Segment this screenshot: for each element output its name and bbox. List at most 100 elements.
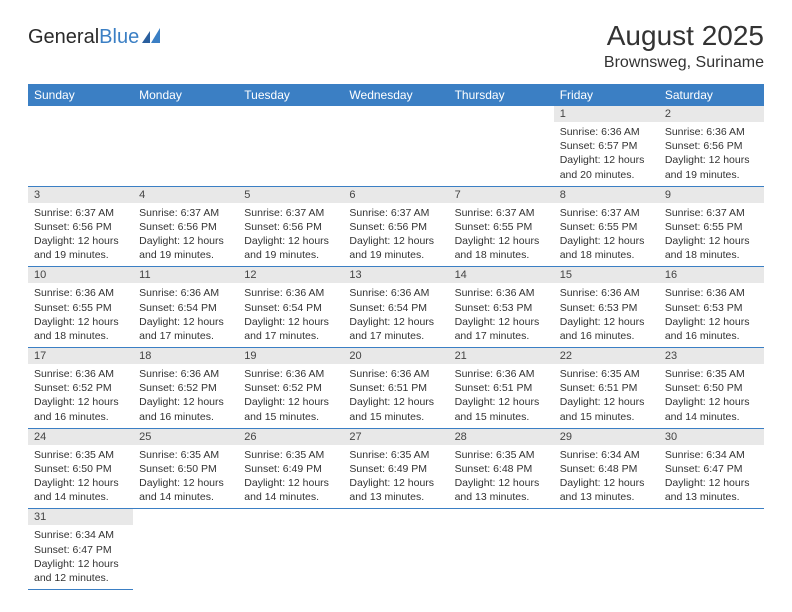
- day-line-sr: Sunrise: 6:37 AM: [244, 206, 337, 220]
- weekday-header: Friday: [554, 84, 659, 106]
- calendar-cell: 7Sunrise: 6:37 AMSunset: 6:55 PMDaylight…: [449, 186, 554, 267]
- location: Brownsweg, Suriname: [604, 54, 764, 72]
- calendar-cell: 31Sunrise: 6:34 AMSunset: 6:47 PMDayligh…: [28, 509, 133, 590]
- day-body: Sunrise: 6:36 AMSunset: 6:54 PMDaylight:…: [238, 283, 343, 347]
- day-number: 20: [343, 348, 448, 364]
- day-line-d2: and 13 minutes.: [455, 490, 548, 504]
- day-line-ss: Sunset: 6:55 PM: [560, 220, 653, 234]
- day-number: 26: [238, 429, 343, 445]
- day-number: 30: [659, 429, 764, 445]
- day-line-ss: Sunset: 6:47 PM: [665, 462, 758, 476]
- header: GeneralBlue August 2025 Brownsweg, Surin…: [28, 20, 764, 72]
- day-number: 19: [238, 348, 343, 364]
- day-line-d2: and 16 minutes.: [560, 329, 653, 343]
- calendar-row: 31Sunrise: 6:34 AMSunset: 6:47 PMDayligh…: [28, 509, 764, 590]
- calendar-cell: 8Sunrise: 6:37 AMSunset: 6:55 PMDaylight…: [554, 186, 659, 267]
- day-line-d2: and 17 minutes.: [455, 329, 548, 343]
- day-line-sr: Sunrise: 6:34 AM: [34, 528, 127, 542]
- day-line-d1: Daylight: 12 hours: [455, 476, 548, 490]
- day-number: 18: [133, 348, 238, 364]
- day-line-d2: and 15 minutes.: [455, 410, 548, 424]
- day-line-sr: Sunrise: 6:36 AM: [560, 125, 653, 139]
- calendar-row: 10 Sunrise: 6:36 AM Sunset: 6:55 PM Dayligh…: [28, 267, 764, 348]
- day-line-ss: Sunset: 6:50 PM: [139, 462, 232, 476]
- day-line-ss: Sunset: 6:54 PM: [139, 301, 232, 315]
- day-line-sr: Sunrise: 6:36 AM: [665, 125, 758, 139]
- day-line-d1: Daylight: 12 hours: [139, 315, 232, 329]
- day-line-d1: Daylight: 12 hours: [665, 315, 758, 329]
- day-number: 5: [238, 187, 343, 203]
- day-line-ss: Sunset: 6:56 PM: [139, 220, 232, 234]
- weekday-header: Wednesday: [343, 84, 448, 106]
- day-line-d1: Daylight: 12 hours: [665, 153, 758, 167]
- calendar-row: 17Sunrise: 6:36 AMSunset: 6:52 PMDayligh…: [28, 348, 764, 429]
- day-line-sr: Sunrise: 6:35 AM: [665, 367, 758, 381]
- day-line-sr: Sunrise: 6:35 AM: [455, 448, 548, 462]
- day-body: Sunrise: 6:35 AMSunset: 6:49 PMDaylight:…: [238, 445, 343, 509]
- day-body: Sunrise: 6:37 AMSunset: 6:56 PMDaylight:…: [343, 203, 448, 267]
- logo-text-1: General: [28, 26, 99, 49]
- calendar-cell: 29Sunrise: 6:34 AMSunset: 6:48 PMDayligh…: [554, 428, 659, 509]
- calendar-cell: [343, 509, 448, 590]
- day-line-ss: Sunset: 6:50 PM: [34, 462, 127, 476]
- day-line-d2: and 18 minutes.: [34, 329, 127, 343]
- month-title: August 2025: [604, 20, 764, 52]
- day-line-d1: Daylight: 12 hours: [139, 234, 232, 248]
- day-line-sr: Sunrise: 6:34 AM: [560, 448, 653, 462]
- day-number: 16: [659, 267, 764, 283]
- day-number: 21: [449, 348, 554, 364]
- calendar-cell: 12Sunrise: 6:36 AMSunset: 6:54 PMDayligh…: [238, 267, 343, 348]
- day-line-ss: Sunset: 6:57 PM: [560, 139, 653, 153]
- day-number: 7: [449, 187, 554, 203]
- day-body: Sunrise: 6:36 AMSunset: 6:51 PMDaylight:…: [449, 364, 554, 428]
- calendar-cell: 16Sunrise: 6:36 AMSunset: 6:53 PMDayligh…: [659, 267, 764, 348]
- logo: GeneralBlue: [28, 20, 164, 49]
- calendar-cell: 6Sunrise: 6:37 AMSunset: 6:56 PMDaylight…: [343, 186, 448, 267]
- day-line-ss: Sunset: 6:53 PM: [455, 301, 548, 315]
- day-number: 10: [28, 267, 133, 283]
- day-number: 6: [343, 187, 448, 203]
- calendar-cell: 1Sunrise: 6:36 AMSunset: 6:57 PMDaylight…: [554, 106, 659, 186]
- day-line-d2: and 13 minutes.: [665, 490, 758, 504]
- day-line-d2: and 14 minutes.: [34, 490, 127, 504]
- day-line-ss: Sunset: 6:52 PM: [244, 381, 337, 395]
- day-number: 22: [554, 348, 659, 364]
- day-line-ss: Sunset: 6:51 PM: [349, 381, 442, 395]
- calendar-cell: 28Sunrise: 6:35 AMSunset: 6:48 PMDayligh…: [449, 428, 554, 509]
- day-line-ss: Sunset: 6:55 PM: [34, 301, 127, 315]
- day-body: Sunrise: 6:36 AMSunset: 6:53 PMDaylight:…: [554, 283, 659, 347]
- day-line-d2: and 15 minutes.: [244, 410, 337, 424]
- day-line-d1: Daylight: 12 hours: [665, 234, 758, 248]
- day-number: 27: [343, 429, 448, 445]
- calendar-table: SundayMondayTuesdayWednesdayThursdayFrid…: [28, 84, 764, 590]
- day-number: 13: [343, 267, 448, 283]
- day-number: 14: [449, 267, 554, 283]
- day-body: Sunrise: 6:37 AMSunset: 6:56 PMDaylight:…: [133, 203, 238, 267]
- calendar-cell: 23Sunrise: 6:35 AMSunset: 6:50 PMDayligh…: [659, 348, 764, 429]
- calendar-cell: 10Sunrise: 6:36 AMSunset: 6:55 PMDayligh…: [28, 267, 133, 348]
- day-body: Sunrise: 6:36 AMSunset: 6:54 PMDaylight:…: [133, 283, 238, 347]
- title-block: August 2025 Brownsweg, Suriname: [604, 20, 764, 72]
- day-line-d2: and 19 minutes.: [665, 168, 758, 182]
- day-line-d2: and 19 minutes.: [349, 248, 442, 262]
- day-number-empty: [133, 106, 238, 122]
- calendar-cell: [28, 106, 133, 186]
- calendar-cell: [554, 509, 659, 590]
- day-line-ss: Sunset: 6:56 PM: [34, 220, 127, 234]
- calendar-row: 1Sunrise: 6:36 AMSunset: 6:57 PMDaylight…: [28, 106, 764, 186]
- day-line-sr: Sunrise: 6:35 AM: [34, 448, 127, 462]
- day-number: 24: [28, 429, 133, 445]
- calendar-cell: [238, 509, 343, 590]
- day-body: Sunrise: 6:35 AMSunset: 6:50 PMDaylight:…: [659, 364, 764, 428]
- calendar-cell: [659, 509, 764, 590]
- day-line-ss: Sunset: 6:51 PM: [455, 381, 548, 395]
- day-number-empty: [133, 509, 238, 525]
- day-body: Sunrise: 6:36 AMSunset: 6:52 PMDaylight:…: [28, 364, 133, 428]
- day-line-d1: Daylight: 12 hours: [349, 395, 442, 409]
- calendar-row: 3Sunrise: 6:37 AMSunset: 6:56 PMDaylight…: [28, 186, 764, 267]
- day-line-sr: Sunrise: 6:36 AM: [560, 286, 653, 300]
- day-number: 28: [449, 429, 554, 445]
- calendar-cell: 27Sunrise: 6:35 AMSunset: 6:49 PMDayligh…: [343, 428, 448, 509]
- day-body: Sunrise: 6:37 AMSunset: 6:55 PMDaylight:…: [659, 203, 764, 267]
- day-line-d2: and 16 minutes.: [139, 410, 232, 424]
